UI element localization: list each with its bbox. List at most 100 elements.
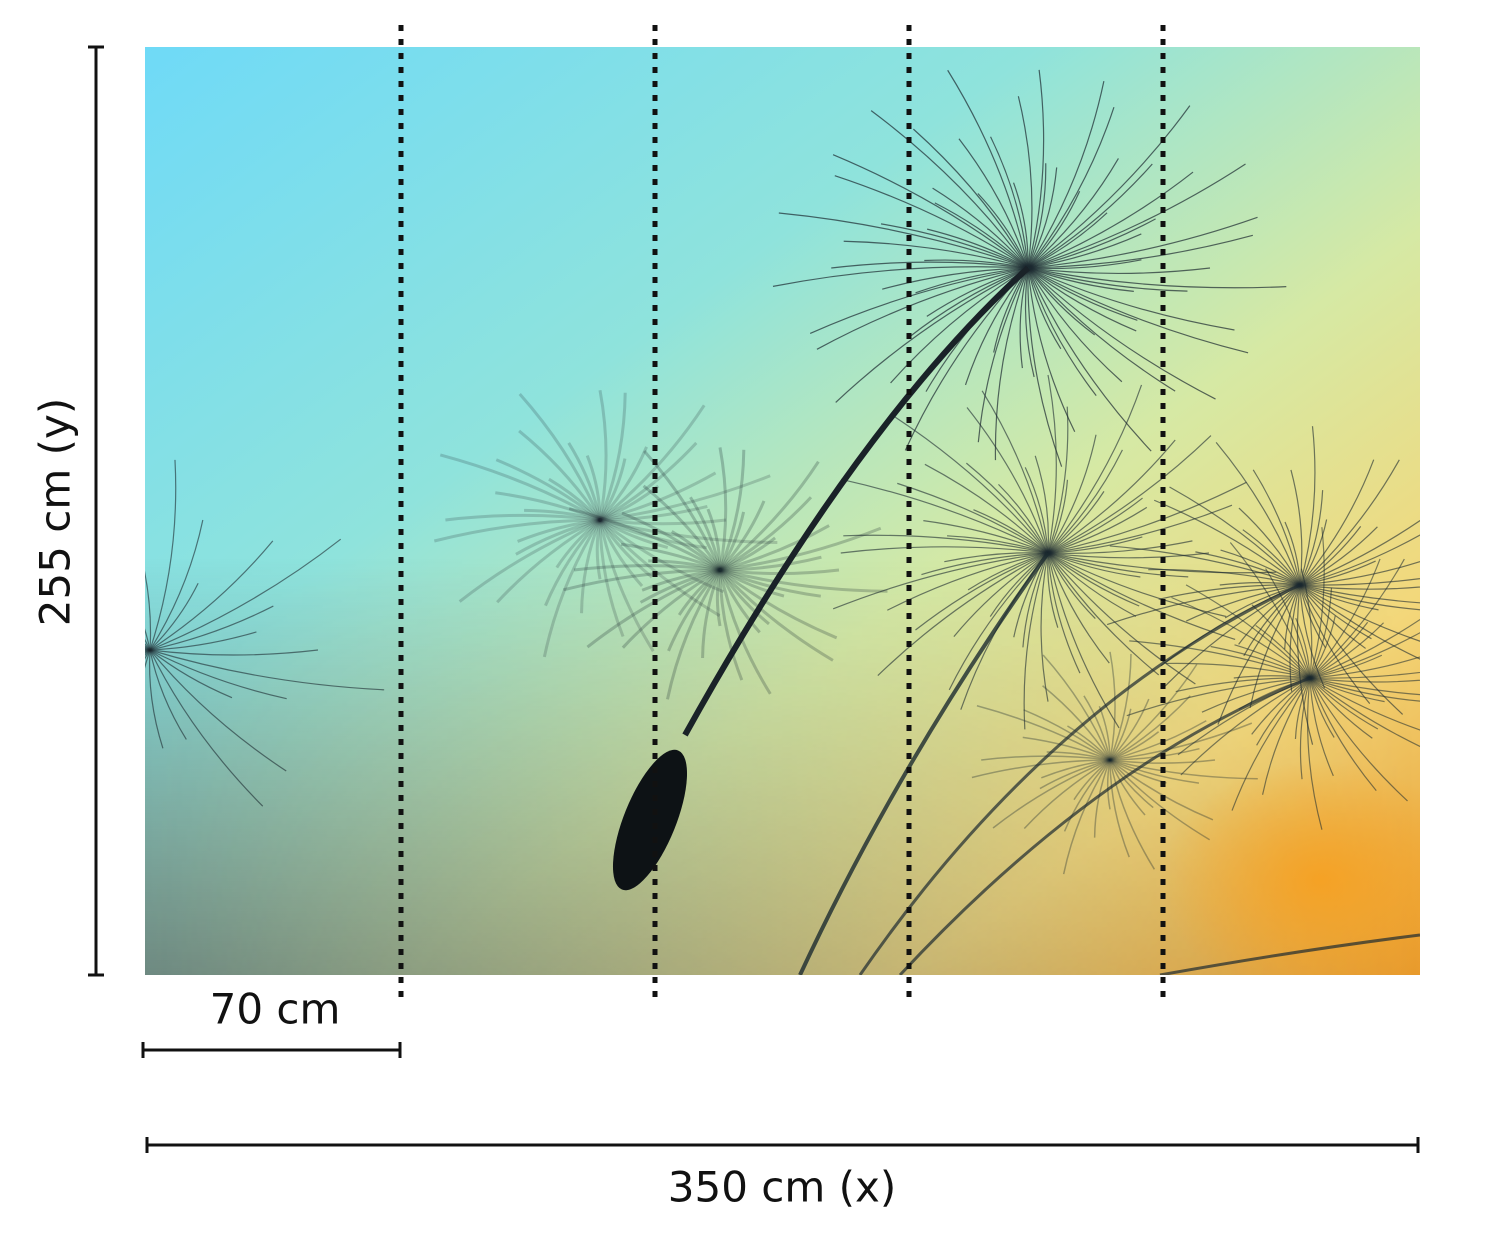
plant-fibre bbox=[599, 518, 778, 544]
plant-fibre bbox=[555, 518, 601, 569]
plant-fibre bbox=[1062, 759, 1111, 875]
plant-fibre bbox=[542, 519, 602, 658]
plant-fibre bbox=[835, 267, 1029, 403]
plant-fibre bbox=[677, 568, 721, 616]
plant-fibre bbox=[1034, 455, 1049, 554]
plant-fibre bbox=[913, 128, 1029, 269]
plant-fibre bbox=[666, 569, 722, 700]
plant-fibre bbox=[598, 519, 625, 638]
plant-fibre bbox=[1047, 552, 1096, 620]
plant-fibre bbox=[1027, 69, 1045, 269]
plant-fibre bbox=[932, 187, 1029, 269]
plant-fibre bbox=[599, 518, 707, 550]
plant-fibre bbox=[915, 552, 1049, 631]
plant-fibre bbox=[958, 138, 1029, 269]
plant-fibre bbox=[1047, 552, 1137, 617]
plant-fibre bbox=[1109, 698, 1150, 761]
plant-fibre bbox=[926, 267, 1029, 317]
plant-fibre bbox=[870, 110, 1029, 269]
plant-fibre bbox=[586, 568, 721, 649]
plant-fibre bbox=[1109, 663, 1198, 761]
plant-fibre bbox=[898, 676, 1311, 975]
plant-fibre bbox=[1265, 568, 1311, 679]
plant-fibre bbox=[718, 511, 746, 571]
plant-fibre bbox=[1027, 267, 1063, 467]
plant-fibre bbox=[1299, 677, 1311, 780]
width-label: 350 cm (x) bbox=[668, 1163, 897, 1212]
height-label: 255 cm (y) bbox=[31, 398, 80, 627]
plant-fibre bbox=[598, 392, 627, 521]
plant-fibre bbox=[1027, 106, 1115, 269]
plant-fibre bbox=[924, 463, 1049, 554]
plant-fibre bbox=[439, 453, 601, 522]
plant-fibre bbox=[1284, 584, 1301, 650]
plant-fibre bbox=[1027, 267, 1287, 289]
plant-fibre bbox=[1299, 584, 1420, 611]
plant-fibre bbox=[1309, 587, 1333, 679]
plant-fibre bbox=[1023, 759, 1111, 830]
plant-fibre bbox=[599, 404, 706, 522]
plant-fibre bbox=[641, 568, 721, 592]
plant-fibre bbox=[1027, 163, 1153, 269]
plant-fibre bbox=[1309, 654, 1383, 679]
plant-fibre bbox=[518, 429, 602, 521]
plant-fibre bbox=[1109, 545, 1301, 586]
plant-fibre bbox=[148, 649, 164, 749]
plant-fibre bbox=[1169, 486, 1301, 586]
plant-fibre bbox=[518, 392, 602, 521]
plant-fibre bbox=[1027, 259, 1142, 270]
plant-fibre bbox=[621, 511, 721, 572]
plant-fibre bbox=[973, 509, 1049, 554]
plant-fibre bbox=[1299, 490, 1324, 586]
plant-fibre bbox=[1299, 525, 1362, 586]
plant-fibre bbox=[1284, 521, 1301, 586]
plant-fibre bbox=[1047, 481, 1247, 554]
plant-fibre bbox=[992, 759, 1111, 829]
plant-fibre bbox=[517, 518, 601, 543]
plant-fibre bbox=[1299, 584, 1371, 704]
plant-fibre bbox=[1047, 552, 1141, 578]
plant-fibre bbox=[1309, 677, 1377, 792]
plant-fibre bbox=[1309, 677, 1334, 777]
plant-fibre bbox=[1309, 558, 1405, 679]
plant-fibre bbox=[816, 267, 1029, 350]
plant-fibre bbox=[145, 649, 151, 660]
plant-fibre bbox=[1165, 662, 1311, 679]
plant-fibre bbox=[1027, 267, 1138, 321]
plant-fibre bbox=[1040, 552, 1049, 702]
plant-fibre bbox=[598, 519, 655, 652]
plant-fibre bbox=[921, 552, 1049, 576]
plant-fibre bbox=[1175, 677, 1311, 693]
plant-fibre bbox=[599, 441, 698, 522]
plant-fibre bbox=[1109, 759, 1130, 858]
plant-fibre bbox=[1109, 720, 1207, 761]
plant-fibre bbox=[1309, 677, 1379, 730]
plant-fibre bbox=[1309, 677, 1420, 748]
plant-fibre bbox=[621, 568, 721, 649]
plant-fibre bbox=[1047, 434, 1097, 554]
plant-fibre bbox=[515, 518, 601, 556]
plant-fibre bbox=[145, 649, 151, 651]
plant-fibre bbox=[1148, 568, 1301, 586]
plant-fibre bbox=[1180, 677, 1311, 776]
plant-fibre bbox=[580, 519, 602, 614]
plant-fibre bbox=[718, 569, 772, 695]
plant-fibre bbox=[1027, 105, 1191, 269]
plant-fibre bbox=[1022, 736, 1111, 761]
plant-fibre bbox=[1027, 267, 1076, 433]
plant-fibre bbox=[145, 570, 152, 651]
plant-fibre bbox=[1299, 584, 1366, 649]
plant-fibre bbox=[998, 483, 1049, 554]
plant-fibre bbox=[149, 583, 199, 651]
plant-fibre bbox=[149, 649, 264, 807]
plant-fibre bbox=[149, 605, 274, 651]
plant-fibre bbox=[1309, 677, 1420, 696]
plant-fibre bbox=[778, 212, 1029, 269]
plant-fibre bbox=[1256, 677, 1311, 746]
plant-fibre bbox=[897, 482, 1049, 554]
plant-fibre bbox=[149, 540, 274, 651]
plant-fibre bbox=[1109, 731, 1160, 761]
plant-fibre bbox=[1024, 467, 1049, 554]
plant-fibre bbox=[990, 136, 1029, 269]
